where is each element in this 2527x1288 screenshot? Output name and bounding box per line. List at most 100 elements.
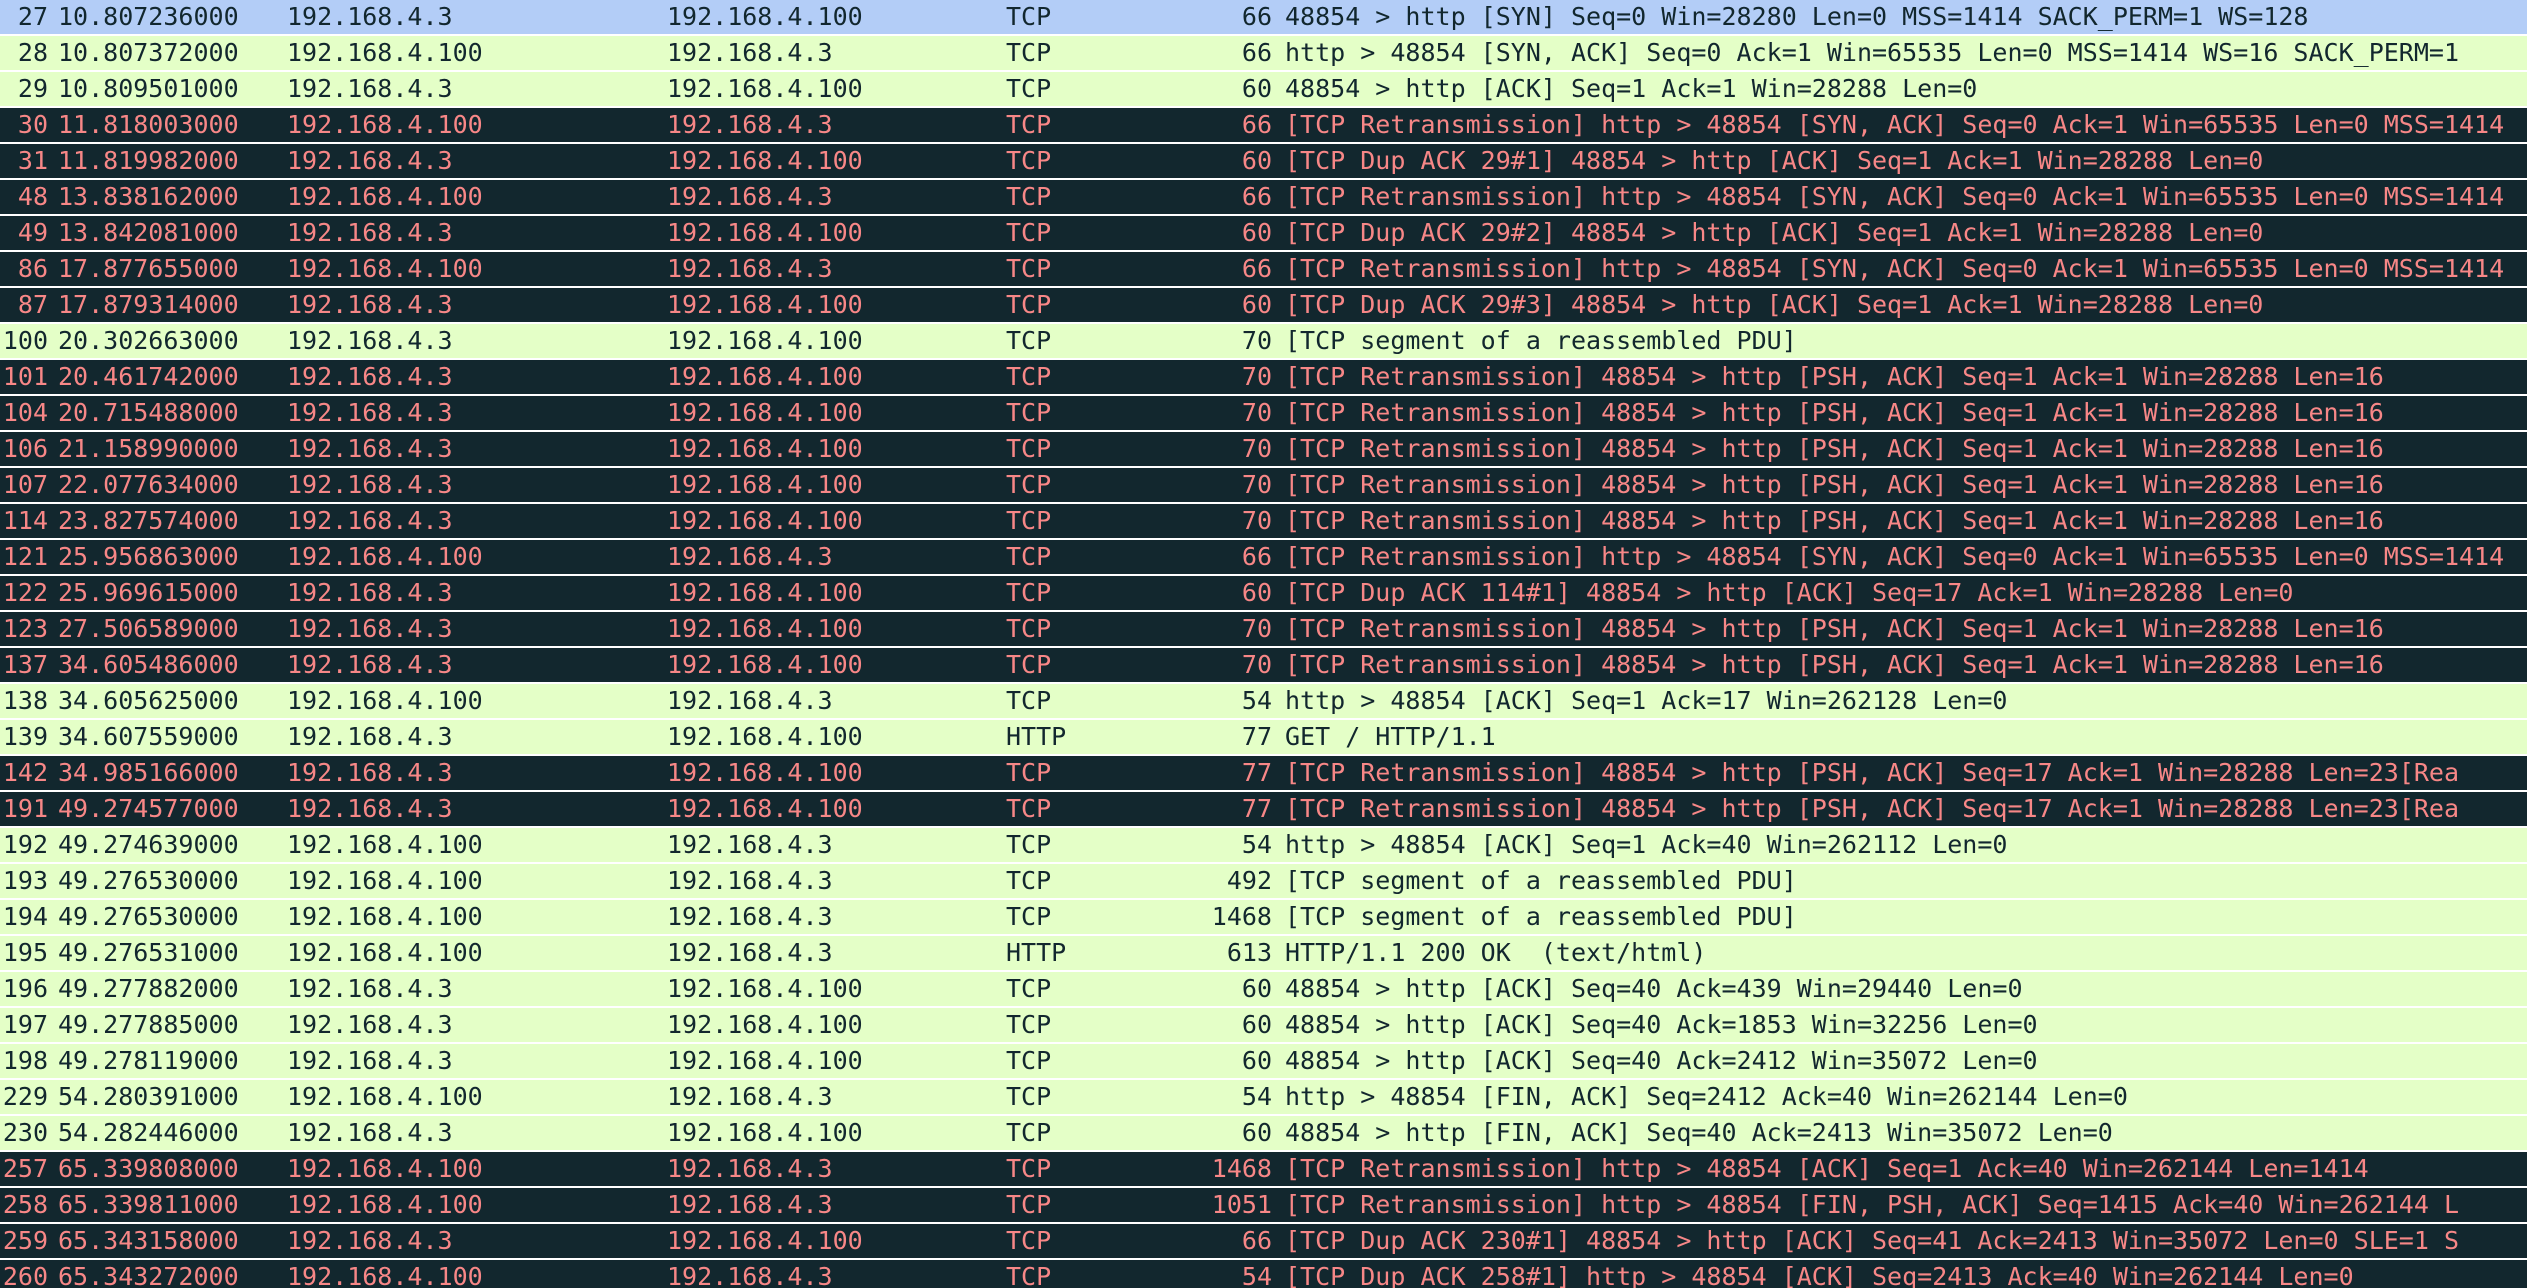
- packet-destination: 192.168.4.3: [667, 1082, 833, 1111]
- packet-row[interactable]: 29 10.809501000 192.168.4.3 192.168.4.100 TC…: [0, 72, 2527, 108]
- packet-destination: 192.168.4.100: [667, 290, 863, 319]
- packet-row[interactable]: 101 20.461742000 192.168.4.3 192.168.4.100 T…: [0, 360, 2527, 396]
- packet-row[interactable]: 122 25.969615000 192.168.4.3 192.168.4.100 T…: [0, 576, 2527, 612]
- packet-row[interactable]: 259 65.343158000 192.168.4.3 192.168.4.100 T…: [0, 1224, 2527, 1260]
- packet-row[interactable]: 28 10.807372000 192.168.4.100 192.168.4.3 TC…: [0, 36, 2527, 72]
- packet-protocol: TCP: [1006, 470, 1052, 499]
- packet-time: 65.339808000: [58, 1154, 239, 1183]
- packet-number: 100: [2, 326, 48, 355]
- packet-row[interactable]: 123 27.506589000 192.168.4.3 192.168.4.100 T…: [0, 612, 2527, 648]
- packet-number: 28: [17, 38, 48, 67]
- packet-length: 70: [1241, 614, 1272, 643]
- packet-row[interactable]: 195 49.276531000 192.168.4.100 192.168.4.3 H…: [0, 936, 2527, 972]
- packet-row[interactable]: 197 49.277885000 192.168.4.3 192.168.4.100 T…: [0, 1008, 2527, 1044]
- packet-protocol: TCP: [1006, 1226, 1052, 1255]
- packet-source: 192.168.4.3: [287, 650, 453, 679]
- packet-protocol: TCP: [1006, 1082, 1052, 1111]
- packet-source: 192.168.4.3: [287, 326, 453, 355]
- packet-row[interactable]: 87 17.879314000 192.168.4.3 192.168.4.100 TC…: [0, 288, 2527, 324]
- packet-source: 192.168.4.3: [287, 2, 453, 31]
- packet-info: http > 48854 [ACK] Seq=1 Ack=17 Win=2621…: [1285, 686, 2008, 715]
- packet-number: 29: [17, 74, 48, 103]
- packet-number: 139: [2, 722, 48, 751]
- packet-protocol: TCP: [1006, 1262, 1052, 1288]
- packet-info: 48854 > http [FIN, ACK] Seq=40 Ack=2413 …: [1285, 1118, 2113, 1147]
- packet-destination: 192.168.4.100: [667, 1118, 863, 1147]
- packet-source: 192.168.4.3: [287, 794, 453, 823]
- packet-source: 192.168.4.3: [287, 146, 453, 175]
- packet-time: 11.818003000: [58, 110, 239, 139]
- packet-row[interactable]: 100 20.302663000 192.168.4.3 192.168.4.100 T…: [0, 324, 2527, 360]
- packet-time: 10.807236000: [58, 2, 239, 31]
- packet-row[interactable]: 258 65.339811000 192.168.4.100 192.168.4.3 T…: [0, 1188, 2527, 1224]
- packet-number: 123: [2, 614, 48, 643]
- packet-row[interactable]: 192 49.274639000 192.168.4.100 192.168.4.3 T…: [0, 828, 2527, 864]
- packet-protocol: TCP: [1006, 182, 1052, 211]
- packet-row[interactable]: 121 25.956863000 192.168.4.100 192.168.4.3 T…: [0, 540, 2527, 576]
- packet-protocol: TCP: [1006, 614, 1052, 643]
- packet-row[interactable]: 107 22.077634000 192.168.4.3 192.168.4.100 T…: [0, 468, 2527, 504]
- packet-row[interactable]: 193 49.276530000 192.168.4.100 192.168.4.3 T…: [0, 864, 2527, 900]
- packet-source: 192.168.4.3: [287, 434, 453, 463]
- packet-row[interactable]: 191 49.274577000 192.168.4.3 192.168.4.100 T…: [0, 792, 2527, 828]
- packet-row[interactable]: 48 13.838162000 192.168.4.100 192.168.4.3 TC…: [0, 180, 2527, 216]
- packet-length: 492: [1226, 866, 1272, 895]
- packet-row[interactable]: 27 10.807236000 192.168.4.3 192.168.4.100 TC…: [0, 0, 2527, 36]
- packet-source: 192.168.4.3: [287, 74, 453, 103]
- packet-length: 66: [1241, 182, 1272, 211]
- packet-row[interactable]: 196 49.277882000 192.168.4.3 192.168.4.100 T…: [0, 972, 2527, 1008]
- packet-number: 138: [2, 686, 48, 715]
- packet-number: 114: [2, 506, 48, 535]
- packet-info: [TCP Retransmission] http > 48854 [SYN, …: [1285, 110, 2505, 139]
- packet-info: [TCP Retransmission] 48854 > http [PSH, …: [1285, 650, 2384, 679]
- packet-destination: 192.168.4.100: [667, 2, 863, 31]
- packet-row[interactable]: 137 34.605486000 192.168.4.3 192.168.4.100 T…: [0, 648, 2527, 684]
- packet-row[interactable]: 229 54.280391000 192.168.4.100 192.168.4.3 T…: [0, 1080, 2527, 1116]
- packet-row[interactable]: 142 34.985166000 192.168.4.3 192.168.4.100 T…: [0, 756, 2527, 792]
- packet-info: 48854 > http [ACK] Seq=40 Ack=2412 Win=3…: [1285, 1046, 2038, 1075]
- packet-number: 104: [2, 398, 48, 427]
- packet-info: [TCP Retransmission] 48854 > http [PSH, …: [1285, 398, 2384, 427]
- packet-info: [TCP Retransmission] http > 48854 [FIN, …: [1285, 1190, 2459, 1219]
- packet-number: 142: [2, 758, 48, 787]
- packet-time: 34.607559000: [58, 722, 239, 751]
- packet-length: 60: [1241, 146, 1272, 175]
- packet-length: 66: [1241, 38, 1272, 67]
- packet-destination: 192.168.4.100: [667, 470, 863, 499]
- packet-protocol: TCP: [1006, 38, 1052, 67]
- packet-info: [TCP Retransmission] 48854 > http [PSH, …: [1285, 506, 2384, 535]
- packet-info: http > 48854 [ACK] Seq=1 Ack=40 Win=2621…: [1285, 830, 2008, 859]
- packet-info: [TCP Dup ACK 230#1] 48854 > http [ACK] S…: [1285, 1226, 2459, 1255]
- packet-source: 192.168.4.3: [287, 974, 453, 1003]
- packet-row[interactable]: 230 54.282446000 192.168.4.3 192.168.4.100 T…: [0, 1116, 2527, 1152]
- packet-row[interactable]: 104 20.715488000 192.168.4.3 192.168.4.100 T…: [0, 396, 2527, 432]
- packet-row[interactable]: 49 13.842081000 192.168.4.3 192.168.4.100 TC…: [0, 216, 2527, 252]
- packet-row[interactable]: 106 21.158990000 192.168.4.3 192.168.4.100 T…: [0, 432, 2527, 468]
- packet-destination: 192.168.4.3: [667, 1190, 833, 1219]
- packet-length: 66: [1241, 254, 1272, 283]
- packet-length: 70: [1241, 470, 1272, 499]
- packet-row[interactable]: 139 34.607559000 192.168.4.3 192.168.4.100 H…: [0, 720, 2527, 756]
- packet-row[interactable]: 198 49.278119000 192.168.4.3 192.168.4.100 T…: [0, 1044, 2527, 1080]
- packet-protocol: TCP: [1006, 254, 1052, 283]
- packet-source: 192.168.4.100: [287, 866, 483, 895]
- packet-protocol: TCP: [1006, 1046, 1052, 1075]
- packet-row[interactable]: 257 65.339808000 192.168.4.100 192.168.4.3 T…: [0, 1152, 2527, 1188]
- packet-info: [TCP Dup ACK 29#1] 48854 > http [ACK] Se…: [1285, 146, 2264, 175]
- packet-row[interactable]: 194 49.276530000 192.168.4.100 192.168.4.3 T…: [0, 900, 2527, 936]
- packet-number: 31: [17, 146, 48, 175]
- packet-length: 54: [1241, 1082, 1272, 1111]
- packet-row[interactable]: 30 11.818003000 192.168.4.100 192.168.4.3 TC…: [0, 108, 2527, 144]
- packet-info: [TCP Retransmission] 48854 > http [PSH, …: [1285, 794, 2459, 823]
- packet-row[interactable]: 31 11.819982000 192.168.4.3 192.168.4.100 TC…: [0, 144, 2527, 180]
- packet-row[interactable]: 260 65.343272000 192.168.4.100 192.168.4.3 T…: [0, 1260, 2527, 1288]
- packet-row[interactable]: 138 34.605625000 192.168.4.100 192.168.4.3 T…: [0, 684, 2527, 720]
- packet-destination: 192.168.4.100: [667, 794, 863, 823]
- packet-row[interactable]: 114 23.827574000 192.168.4.3 192.168.4.100 T…: [0, 504, 2527, 540]
- packet-info: [TCP segment of a reassembled PDU]: [1285, 902, 1797, 931]
- packet-time: 25.969615000: [58, 578, 239, 607]
- packet-info: 48854 > http [ACK] Seq=1 Ack=1 Win=28288…: [1285, 74, 1978, 103]
- packet-row[interactable]: 86 17.877655000 192.168.4.100 192.168.4.3 TC…: [0, 252, 2527, 288]
- packet-info: [TCP Dup ACK 29#3] 48854 > http [ACK] Se…: [1285, 290, 2264, 319]
